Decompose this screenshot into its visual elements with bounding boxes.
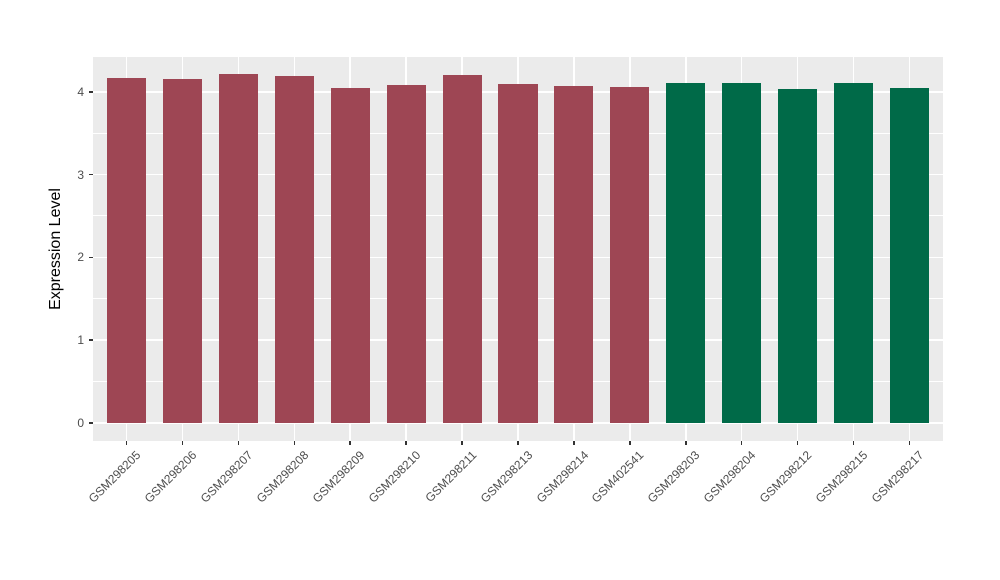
x-tick-label: GSM298209 xyxy=(309,448,368,506)
x-axis-tick xyxy=(629,441,631,445)
bar-GSM298205 xyxy=(106,77,147,423)
x-tick-label: GSM298217 xyxy=(868,448,927,506)
x-tick-label: GSM298204 xyxy=(701,448,759,506)
x-tick-label: GSM298207 xyxy=(197,448,256,506)
x-tick-label: GSM298213 xyxy=(477,448,535,506)
bar-GSM298209 xyxy=(330,87,370,423)
x-axis-tick xyxy=(293,441,296,445)
y-axis-tick xyxy=(89,339,93,341)
x-tick-label: GSM298206 xyxy=(141,448,200,506)
bar-GSM298204 xyxy=(722,82,762,423)
y-axis-tick xyxy=(89,256,93,259)
x-axis-tick xyxy=(573,441,575,445)
x-axis-tick xyxy=(237,441,240,445)
x-axis-tick xyxy=(685,441,687,445)
bar-GSM298212 xyxy=(778,89,818,423)
bar-GSM298206 xyxy=(162,79,203,423)
y-tick-label: 3 xyxy=(77,167,84,182)
plot-panel xyxy=(93,57,943,441)
y-tick-label: 0 xyxy=(77,415,84,430)
x-tick-label: GSM298205 xyxy=(85,448,144,506)
y-tick-label: 2 xyxy=(77,250,84,265)
x-axis-tick xyxy=(405,441,407,445)
bar-GSM298214 xyxy=(554,85,594,423)
x-axis-tick xyxy=(517,441,519,445)
x-axis-tick xyxy=(852,441,855,445)
y-tick-label: 4 xyxy=(77,84,84,99)
bar-GSM298210 xyxy=(386,85,426,423)
bar-GSM298213 xyxy=(498,84,538,423)
x-tick-label: GSM298203 xyxy=(645,448,703,506)
x-axis-tick xyxy=(181,441,184,445)
x-axis-tick xyxy=(908,441,911,445)
x-tick-label: GSM298215 xyxy=(812,448,871,506)
x-axis-tick xyxy=(740,441,743,445)
x-axis-tick xyxy=(125,441,128,445)
x-axis-tick xyxy=(796,441,799,445)
bar-GSM402541 xyxy=(610,86,650,423)
y-axis-tick xyxy=(89,173,93,176)
bar-GSM298215 xyxy=(833,82,874,423)
bar-GSM298217 xyxy=(889,88,930,423)
y-axis-tick xyxy=(89,422,93,424)
x-tick-label: GSM298214 xyxy=(533,448,591,506)
x-tick-label: GSM298208 xyxy=(253,448,312,506)
x-axis-tick xyxy=(461,441,463,445)
x-tick-label: GSM298210 xyxy=(365,448,424,506)
bar-GSM298211 xyxy=(442,75,482,423)
bar-GSM298208 xyxy=(274,76,314,423)
x-tick-label: GSM298212 xyxy=(756,448,815,506)
bar-GSM298207 xyxy=(218,73,258,423)
x-axis-tick xyxy=(349,441,351,445)
y-axis-tick xyxy=(89,91,93,93)
bar-GSM298203 xyxy=(666,82,706,423)
y-tick-label: 1 xyxy=(77,333,84,348)
x-tick-label: GSM298211 xyxy=(422,448,479,505)
x-tick-label: GSM402541 xyxy=(589,448,647,506)
